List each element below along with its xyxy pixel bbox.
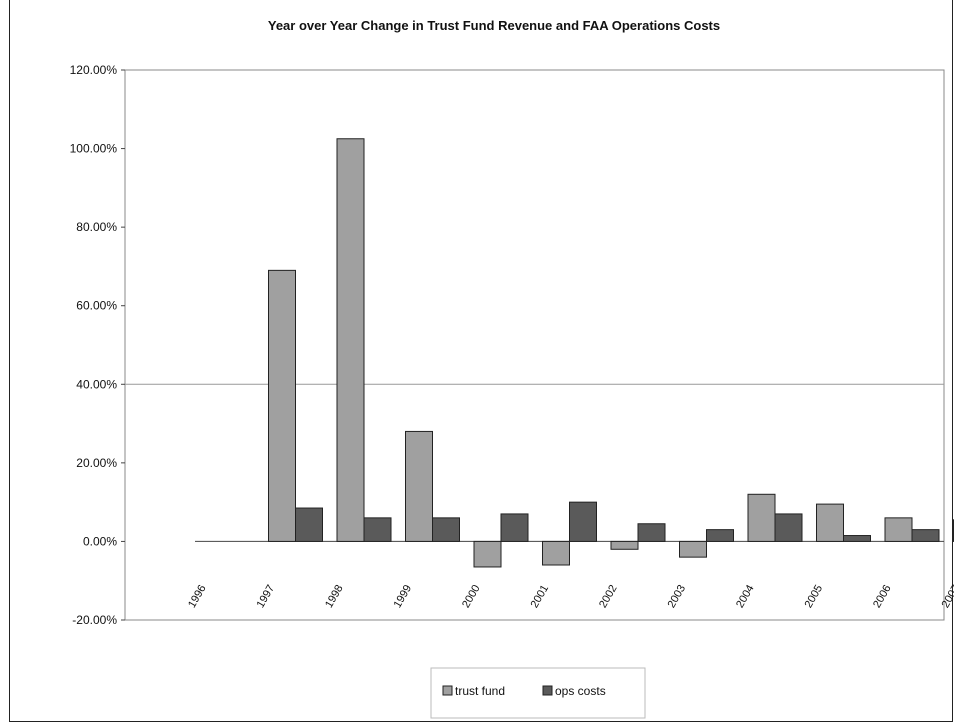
bar-ops-costs-1998: [363, 517, 392, 542]
bar-ops-costs-2005: [843, 535, 871, 542]
chart-title: Year over Year Change in Trust Fund Reve…: [268, 18, 720, 33]
legend-box: [430, 667, 646, 719]
bar-ops-costs-2003: [706, 529, 734, 542]
bar-trust-fund-2005: [816, 503, 844, 542]
bar-trust-fund-1997: [268, 269, 296, 542]
bars: [268, 138, 954, 568]
y-tick-label: 40.00%: [76, 377, 117, 391]
bar-ops-costs-2001: [569, 501, 597, 542]
bar-trust-fund-1999: [405, 430, 433, 542]
bar-trust-fund-2004: [747, 493, 776, 542]
bar-ops-costs-2002: [637, 523, 666, 542]
bar-trust-fund-1998: [336, 138, 365, 542]
bar-trust-fund-2001: [542, 540, 570, 566]
legend-swatch: [542, 685, 553, 696]
bar-trust-fund-2006: [884, 517, 913, 542]
legend: trust fund ops costs: [430, 667, 646, 719]
bar-ops-costs-1997: [295, 507, 323, 542]
y-axis: -20.00% 0.00% 20.00% 40.00% 60.00% 80.00% 100.…: [70, 63, 125, 627]
legend-swatch: [442, 685, 453, 696]
y-tick-label: 100.00%: [70, 142, 118, 156]
legend-label: ops costs: [555, 684, 606, 698]
y-tick-label: 120.00%: [70, 63, 118, 77]
bar-trust-fund-2000: [473, 540, 502, 568]
y-tick-label: 0.00%: [83, 534, 117, 548]
legend-label: trust fund: [455, 684, 505, 698]
bar-ops-costs-1999: [432, 517, 460, 542]
bar-trust-fund-2002: [610, 540, 639, 550]
bar-trust-fund-2003: [679, 540, 707, 558]
y-tick-label: 20.00%: [76, 456, 117, 470]
chart-frame: [9, 0, 953, 722]
y-tick-label: 60.00%: [76, 299, 117, 313]
plot-area: [124, 69, 945, 621]
bar-ops-costs-2004: [774, 513, 803, 542]
y-tick-label: -20.00%: [72, 613, 117, 627]
y-tick-label: 80.00%: [76, 220, 117, 234]
bar-ops-costs-2006: [911, 529, 940, 542]
bar-ops-costs-2000: [500, 513, 529, 542]
